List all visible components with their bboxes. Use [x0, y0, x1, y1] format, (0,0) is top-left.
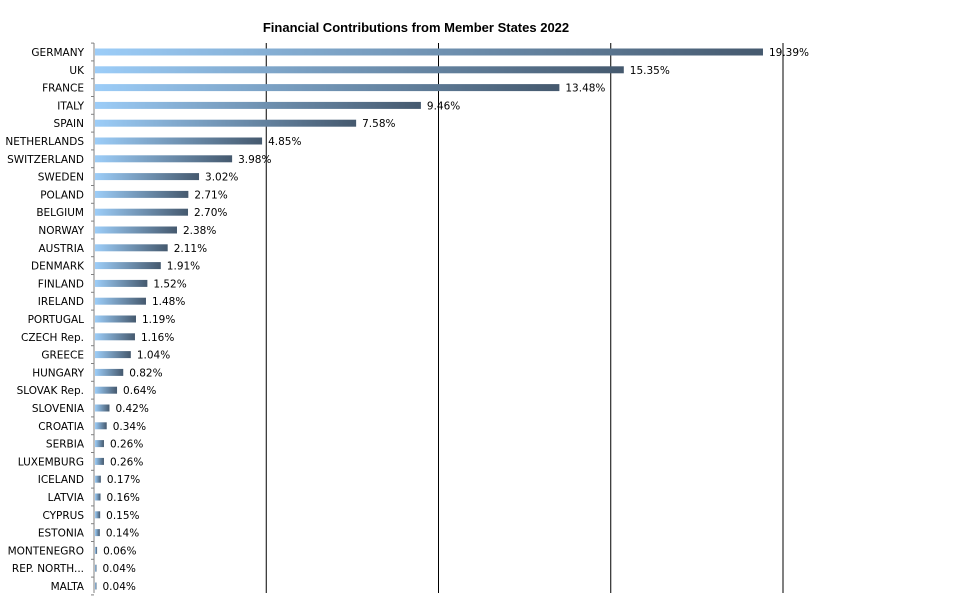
bars	[95, 48, 763, 590]
category-label: DENMARK	[31, 261, 85, 273]
data-label: 19.39%	[769, 47, 809, 59]
data-label: 2.71%	[194, 189, 227, 201]
bar	[95, 564, 97, 572]
category-label: SLOVAK Rep.	[17, 385, 84, 397]
category-labels: GERMANY UK FRANCE ITALY SPAIN NETHERLANDS SWIT…	[5, 47, 85, 593]
data-label: 9.46%	[427, 100, 460, 112]
bar	[95, 262, 161, 270]
category-label: SLOVENIA	[32, 403, 85, 415]
data-label: 7.58%	[362, 118, 395, 130]
category-label: PORTUGAL	[28, 314, 85, 326]
bar	[95, 368, 124, 376]
bar	[95, 208, 189, 216]
category-label: NORWAY	[38, 225, 84, 237]
bar	[95, 119, 357, 127]
data-label: 2.70%	[194, 207, 227, 219]
data-label: 0.42%	[115, 403, 148, 415]
data-label: 3.02%	[205, 172, 238, 184]
data-label: 0.04%	[103, 563, 136, 575]
bar	[95, 297, 146, 305]
bar	[95, 493, 101, 501]
bar	[95, 48, 763, 56]
data-label: 2.38%	[183, 225, 216, 237]
bar	[95, 529, 100, 537]
category-label: LATVIA	[48, 492, 85, 504]
data-label: 0.26%	[110, 456, 143, 468]
category-label: CROATIA	[38, 421, 85, 433]
category-label: REP. NORTH...	[12, 563, 84, 575]
category-label: LUXEMBURG	[18, 456, 84, 468]
data-label: 1.91%	[167, 261, 200, 273]
data-label: 0.26%	[110, 439, 143, 451]
data-label: 3.98%	[238, 154, 271, 166]
category-label: SWEDEN	[38, 172, 84, 184]
category-label: IRELAND	[38, 296, 84, 308]
bar	[95, 333, 135, 341]
bar	[95, 404, 110, 412]
data-label: 1.48%	[152, 296, 185, 308]
category-label: POLAND	[40, 189, 84, 201]
category-label: CZECH Rep.	[21, 332, 84, 344]
category-label: ESTONIA	[38, 528, 85, 540]
data-label: 15.35%	[630, 65, 670, 77]
bar	[95, 155, 233, 163]
data-label: 13.48%	[565, 83, 605, 95]
category-label: AUSTRIA	[38, 243, 84, 255]
category-label: ITALY	[57, 100, 84, 112]
data-label: 2.11%	[174, 243, 207, 255]
category-label: SPAIN	[54, 118, 84, 130]
value-labels: 19.39% 15.35% 13.48% 9.46% 7.58% 4.85% 3.98%3.…	[103, 47, 810, 593]
category-label: ICELAND	[38, 474, 84, 486]
bar	[95, 475, 101, 483]
bar	[95, 351, 131, 359]
category-label: GERMANY	[31, 47, 84, 59]
data-label: 0.15%	[106, 510, 139, 522]
category-label: MONTENEGRO	[8, 545, 84, 557]
category-label: UK	[69, 65, 85, 77]
bar	[95, 386, 118, 394]
bar	[95, 546, 98, 554]
bar	[95, 101, 421, 109]
category-label: BELGIUM	[36, 207, 84, 219]
data-label: 0.17%	[107, 474, 140, 486]
data-label: 1.16%	[141, 332, 174, 344]
data-label: 1.04%	[137, 350, 170, 362]
bar	[95, 137, 263, 145]
category-label: MALTA	[51, 581, 85, 593]
data-label: 0.64%	[123, 385, 156, 397]
bar	[95, 457, 104, 465]
chart-title: Financial Contributions from Member Stat…	[263, 20, 569, 35]
bar	[95, 279, 148, 287]
bar	[95, 190, 189, 198]
data-label: 0.16%	[107, 492, 140, 504]
data-label: 1.52%	[153, 278, 186, 290]
category-label: NETHERLANDS	[5, 136, 84, 148]
category-label: HUNGARY	[32, 367, 84, 379]
category-label: FINLAND	[38, 278, 84, 290]
data-label: 1.19%	[142, 314, 175, 326]
bar	[95, 244, 168, 252]
category-label: SWITZERLAND	[7, 154, 84, 166]
bar	[95, 226, 177, 234]
category-label: SERBIA	[46, 439, 85, 451]
data-label: 0.82%	[129, 367, 162, 379]
gridlines	[91, 42, 784, 596]
data-label: 0.04%	[103, 581, 136, 593]
data-label: 4.85%	[268, 136, 301, 148]
bar	[95, 511, 101, 519]
bar	[95, 84, 560, 92]
category-label: FRANCE	[42, 83, 84, 95]
bar	[95, 422, 107, 430]
bar	[95, 173, 200, 181]
bar	[95, 440, 104, 448]
category-label: GREECE	[41, 350, 84, 362]
category-label: CYPRUS	[42, 510, 84, 522]
bar	[95, 315, 136, 323]
bar	[95, 66, 624, 74]
data-label: 0.14%	[106, 528, 139, 540]
data-label: 0.06%	[103, 545, 136, 557]
bar	[95, 582, 97, 590]
data-label: 0.34%	[113, 421, 146, 433]
